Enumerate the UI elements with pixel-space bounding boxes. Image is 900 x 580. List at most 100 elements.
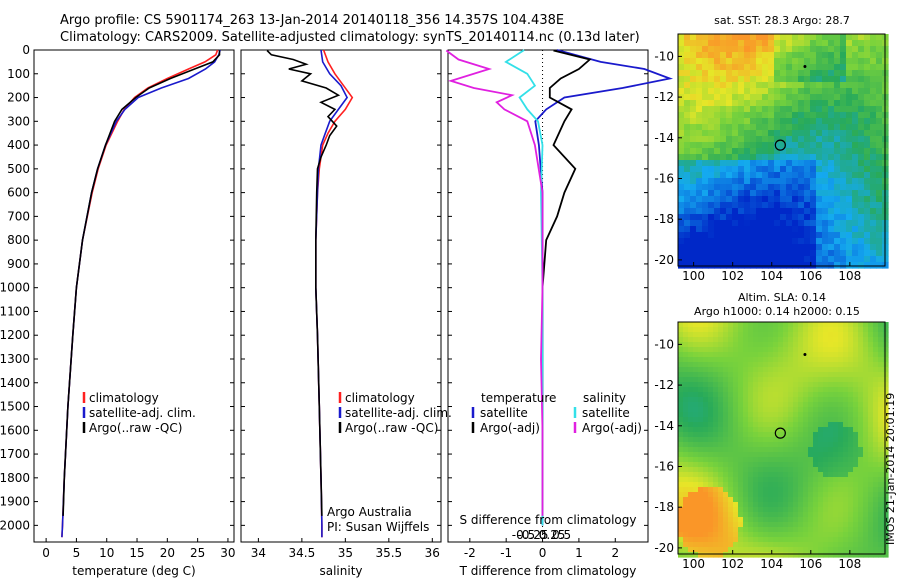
map-cell xyxy=(726,40,733,47)
map-cell xyxy=(868,437,874,443)
map-cell xyxy=(813,517,819,523)
map-cell xyxy=(798,70,805,77)
map-cell xyxy=(873,337,879,343)
map-cell xyxy=(768,208,775,215)
map-cell xyxy=(708,244,715,251)
map-cell xyxy=(813,437,819,443)
map-cell xyxy=(708,337,714,343)
map-cell xyxy=(753,327,759,333)
map-cell xyxy=(873,522,879,528)
map-cell xyxy=(788,447,794,453)
map-cell xyxy=(783,402,789,408)
map-cell xyxy=(798,136,805,143)
legend-label: Argo(..raw -QC) xyxy=(89,421,182,435)
map-cell xyxy=(863,427,869,433)
map-cell xyxy=(813,457,819,463)
map-cell xyxy=(763,447,769,453)
map-cell xyxy=(743,342,749,348)
map-cell xyxy=(780,250,787,257)
map-cell xyxy=(738,422,744,428)
map-cell xyxy=(678,166,685,173)
map-cell xyxy=(883,427,889,433)
map-cell xyxy=(792,148,799,155)
map-cell xyxy=(853,502,859,508)
map-cell xyxy=(828,372,834,378)
map-cell xyxy=(822,142,829,149)
map-cell xyxy=(876,46,883,53)
map-cell xyxy=(773,337,779,343)
map-cell xyxy=(788,402,794,408)
map-cell xyxy=(698,382,704,388)
map-cell xyxy=(678,238,685,245)
map-cell xyxy=(803,332,809,338)
map-cell xyxy=(798,527,804,533)
x2-tick-label: 0.25 xyxy=(539,528,566,542)
map-cell xyxy=(783,342,789,348)
map-cell xyxy=(688,457,694,463)
map-cell xyxy=(780,166,787,173)
map-cell xyxy=(803,527,809,533)
map-cell xyxy=(728,487,734,493)
map-cell xyxy=(683,352,689,358)
map-cell xyxy=(690,112,697,119)
map-cell xyxy=(808,532,814,538)
map-cell xyxy=(748,442,754,448)
map-cell xyxy=(823,482,829,488)
map-cell xyxy=(758,512,764,518)
map-cell xyxy=(828,178,835,185)
map-cell xyxy=(828,256,835,263)
map-cell xyxy=(743,537,749,543)
map-cell xyxy=(843,537,849,543)
map-cell xyxy=(853,332,859,338)
map-cell xyxy=(873,392,879,398)
series-line-2 xyxy=(62,50,221,516)
map-cell xyxy=(763,392,769,398)
map-cell xyxy=(728,412,734,418)
map-cell xyxy=(763,332,769,338)
map-cell xyxy=(870,166,877,173)
map-cell xyxy=(698,332,704,338)
map-cell xyxy=(743,422,749,428)
map-cell xyxy=(684,142,691,149)
y-tick-label: 200 xyxy=(7,91,30,105)
map-cell xyxy=(793,497,799,503)
map-cell xyxy=(810,142,817,149)
map-cell xyxy=(773,332,779,338)
map-cell xyxy=(773,477,779,483)
map-cell xyxy=(858,507,864,513)
difference-plot: -2-1012-0.5-0.2500.250.5temperaturesalin… xyxy=(445,49,674,560)
map-cell xyxy=(703,537,709,543)
map-cell xyxy=(818,532,824,538)
map-cell xyxy=(733,542,739,548)
map-cell xyxy=(870,70,877,77)
map-cell xyxy=(723,357,729,363)
map-cell xyxy=(818,492,824,498)
map-cell xyxy=(778,537,784,543)
map-cell xyxy=(768,472,774,478)
map-cell xyxy=(714,124,721,131)
map-cell xyxy=(792,202,799,209)
map-cell xyxy=(840,256,847,263)
map-cell xyxy=(758,427,764,433)
map-cell xyxy=(803,492,809,498)
map-cell xyxy=(793,417,799,423)
map-cell xyxy=(696,232,703,239)
y-tick-label: 0 xyxy=(22,43,30,57)
map-cell xyxy=(723,547,729,553)
map-cell xyxy=(780,172,787,179)
map-cell xyxy=(793,512,799,518)
map-cell xyxy=(863,537,869,543)
map-cell xyxy=(698,477,704,483)
map-cell xyxy=(748,462,754,468)
map-cell xyxy=(718,387,724,393)
map-cell xyxy=(693,407,699,413)
map-cell xyxy=(816,214,823,221)
map-cell xyxy=(720,238,727,245)
map-cell xyxy=(696,220,703,227)
map-cell xyxy=(763,457,769,463)
map-cell xyxy=(684,214,691,221)
map-cell xyxy=(804,190,811,197)
map-cell xyxy=(848,502,854,508)
map-cell xyxy=(858,76,865,83)
map-cell xyxy=(720,82,727,89)
